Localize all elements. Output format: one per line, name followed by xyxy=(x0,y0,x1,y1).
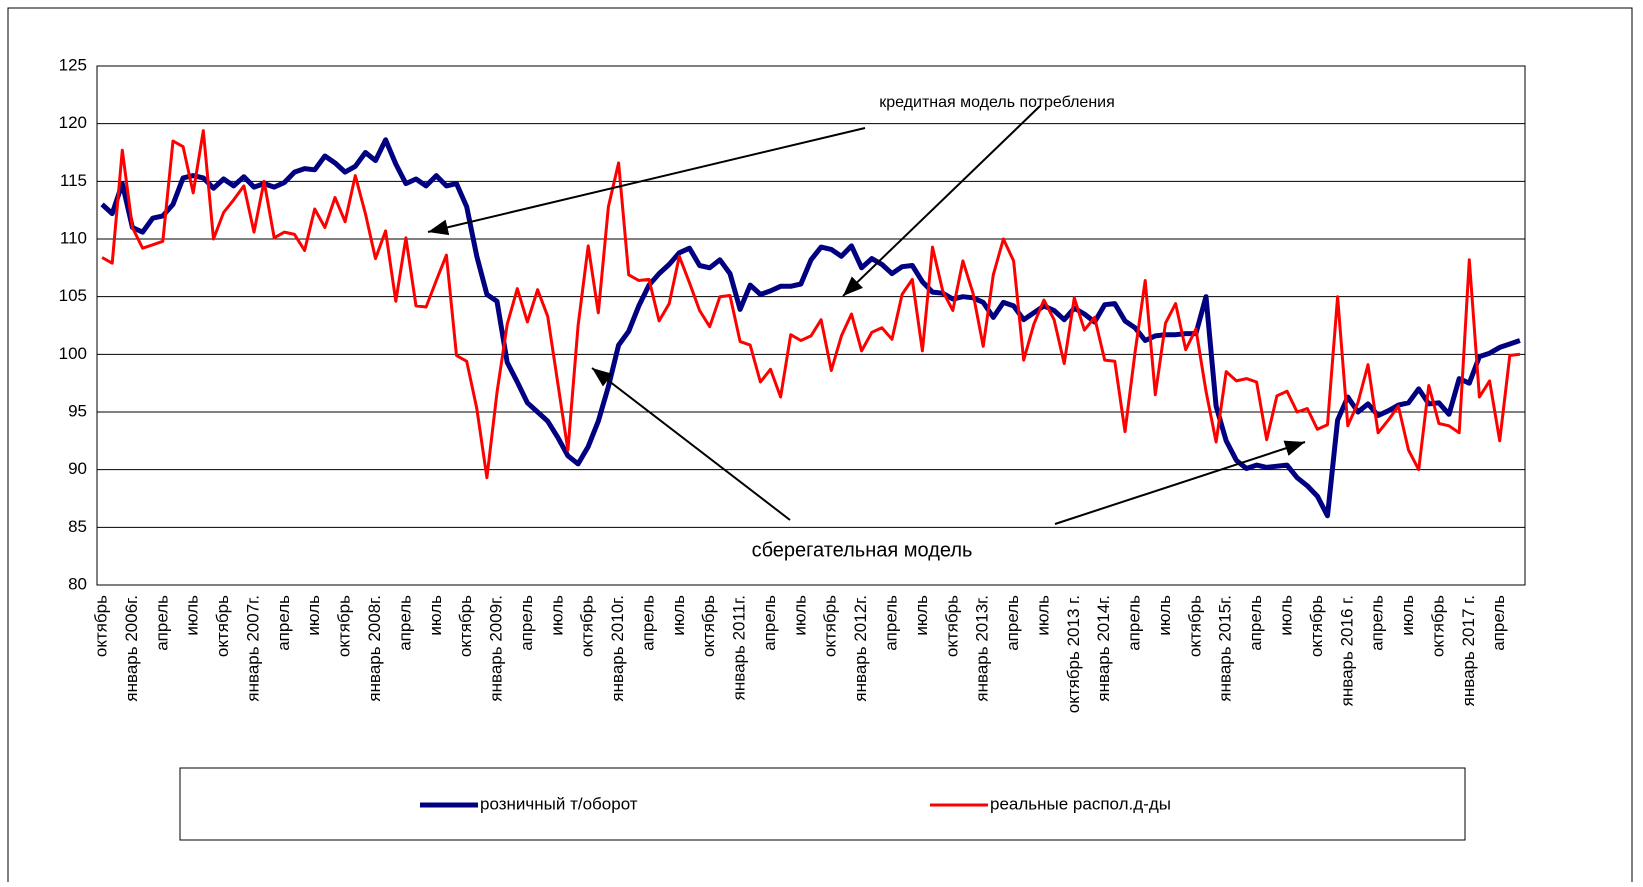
x-tick-label: апрель xyxy=(1246,595,1265,651)
x-tick-label: апрель xyxy=(760,595,779,651)
y-tick-label: 105 xyxy=(59,286,87,305)
arrow xyxy=(427,127,866,236)
x-tick-label: апрель xyxy=(1003,595,1022,651)
x-tick-label: январь 2010г. xyxy=(608,595,627,702)
series-line xyxy=(101,129,1521,480)
x-tick-label: апрель xyxy=(1125,595,1144,651)
arrow xyxy=(842,105,1041,297)
x-tick-label: январь 2017 г. xyxy=(1459,595,1478,706)
x-tick-label: апрель xyxy=(517,595,536,651)
x-tick-label: январь 2011г. xyxy=(730,595,749,700)
legend xyxy=(179,767,1466,841)
x-tick-label: октябрь xyxy=(1185,595,1204,657)
x-tick-label: июль xyxy=(1033,595,1052,636)
x-tick-label: октябрь xyxy=(821,595,840,657)
y-tick-label: 100 xyxy=(59,344,87,363)
annotation: сберегательная модель xyxy=(752,539,973,561)
x-tick-label: октябрь 2013 г. xyxy=(1064,595,1083,713)
x-tick-label: июль xyxy=(547,595,566,636)
x-tick-label: январь 2016 г. xyxy=(1337,595,1356,706)
legend-label: розничный т/оборот xyxy=(480,794,638,813)
x-tick-label: июль xyxy=(912,595,931,636)
x-tick-label: январь 2013г. xyxy=(973,595,992,702)
x-tick-label: июль xyxy=(790,595,809,636)
x-tick-label: октябрь xyxy=(578,595,597,657)
x-tick-label: январь 2009г. xyxy=(487,595,506,702)
y-tick-label: 120 xyxy=(59,113,87,132)
y-tick-label: 80 xyxy=(68,574,87,593)
x-tick-label: июль xyxy=(1155,595,1174,636)
x-tick-label: октябрь xyxy=(92,595,111,657)
y-tick-label: 85 xyxy=(68,517,87,536)
legend-label: реальные распол.д-ды xyxy=(990,794,1171,813)
x-tick-label: октябрь xyxy=(942,595,961,657)
y-tick-label: 115 xyxy=(60,171,87,190)
y-tick-label: 125 xyxy=(59,55,87,74)
arrow xyxy=(591,367,791,521)
x-tick-label: апрель xyxy=(274,595,293,651)
arrow xyxy=(1054,440,1306,525)
x-tick-label: октябрь xyxy=(1428,595,1447,657)
x-tick-label: январь 2015г. xyxy=(1216,595,1235,702)
x-tick-label: апрель xyxy=(395,595,414,651)
x-tick-label: октябрь xyxy=(699,595,718,657)
x-tick-label: апрель xyxy=(152,595,171,651)
y-tick-label: 90 xyxy=(68,459,87,478)
x-tick-label: июль xyxy=(304,595,323,636)
x-tick-label: июль xyxy=(426,595,445,636)
y-tick-label: 95 xyxy=(68,401,87,420)
x-tick-label: апрель xyxy=(638,595,657,651)
x-tick-label: январь 2014г. xyxy=(1094,595,1113,702)
x-tick-label: январь 2008г. xyxy=(365,595,384,702)
x-tick-label: июль xyxy=(183,595,202,636)
x-tick-label: июль xyxy=(669,595,688,636)
x-tick-label: июль xyxy=(1398,595,1417,636)
arrows xyxy=(427,105,1306,525)
x-tick-label: июль xyxy=(1276,595,1295,636)
x-tick-label: январь 2006г. xyxy=(122,595,141,702)
x-tick-label: апрель xyxy=(1368,595,1387,651)
x-tick-label: октябрь xyxy=(1307,595,1326,657)
x-tick-label: апрель xyxy=(882,595,901,651)
annotation: кредитная модель потребления xyxy=(879,94,1115,111)
series-line xyxy=(100,137,1521,519)
x-tick-label: октябрь xyxy=(335,595,354,657)
chart-border xyxy=(7,7,1633,887)
x-tick-label: апрель xyxy=(1489,595,1508,651)
plot-area xyxy=(96,65,1526,586)
x-tick-label: январь 2007г. xyxy=(243,595,262,702)
x-tick-label: октябрь xyxy=(213,595,232,657)
x-tick-label: январь 2012г. xyxy=(851,595,870,702)
y-tick-label: 110 xyxy=(60,228,87,247)
x-tick-label: октябрь xyxy=(456,595,475,657)
